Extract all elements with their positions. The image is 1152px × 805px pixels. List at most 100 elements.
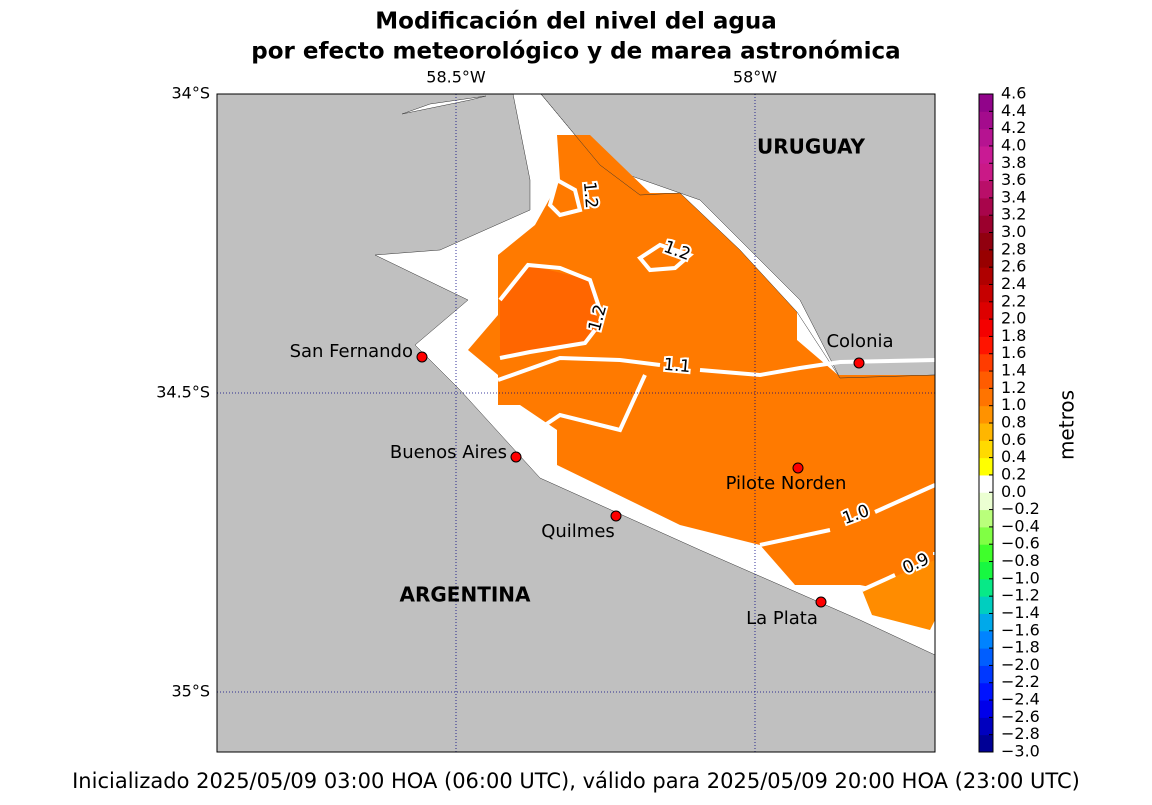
colorbar-segment	[979, 526, 993, 545]
colorbar-tick-label: 3.4	[1001, 187, 1026, 206]
map-axes: 58.5°W 58°W 34°S 34.5°S 35°S	[156, 68, 777, 701]
place-markers	[416, 351, 865, 608]
colorbar-segment	[979, 163, 993, 182]
colorbar-segment	[979, 405, 993, 424]
colorbar-tick-label: 3.8	[1001, 153, 1026, 172]
colorbar-tick-label: −3.0	[1001, 742, 1040, 761]
colorbar-segment	[979, 492, 993, 511]
colorbar-tick-label: 2.0	[1001, 309, 1026, 328]
place-label: La Plata	[746, 608, 818, 629]
colorbar-segment	[979, 145, 993, 164]
country-label: ARGENTINA	[400, 583, 532, 607]
colorbar-segment	[979, 717, 993, 736]
place-marker	[815, 596, 827, 608]
footer: Inicializado 2025/05/09 03:00 HOA (06:00…	[72, 769, 1080, 793]
water	[401, 95, 487, 115]
colorbar-segment	[979, 682, 993, 701]
colorbar-tick-label: 1.2	[1001, 378, 1026, 397]
colorbar-tick-label: −2.0	[1001, 655, 1040, 674]
colorbar-tick-label: 2.2	[1001, 291, 1026, 310]
colorbar-segment	[979, 249, 993, 268]
colorbar-segment	[979, 232, 993, 251]
contours	[497, 177, 935, 592]
colorbar-tick-label: 0.0	[1001, 482, 1026, 501]
place-label: Buenos Aires	[390, 442, 507, 463]
map-frame	[216, 93, 936, 753]
title-line: Modificación del nivel del agua	[375, 9, 776, 35]
place-label: Pilote Norden	[726, 473, 847, 494]
colorbar-segment	[979, 665, 993, 684]
colorbar-segment	[979, 509, 993, 528]
lon-tick-label: 58.5°W	[426, 68, 486, 87]
colorbar-tick-label: 2.6	[1001, 257, 1026, 276]
colorbar-tick-label: 1.8	[1001, 326, 1026, 345]
colorbar-segment	[979, 267, 993, 285]
colorbar-segment	[979, 336, 993, 355]
place-label: Colonia	[826, 331, 893, 352]
colorbar-segment	[979, 423, 993, 441]
colorbar-tick-label: −2.6	[1001, 707, 1040, 726]
colorbar-segment	[979, 353, 993, 372]
colorbar-segment	[979, 613, 993, 632]
colorbar-segment	[979, 388, 993, 407]
colorbar-segment	[979, 700, 993, 718]
lat-tick-label: 35°S	[171, 682, 210, 701]
colorbar-tick-label: −0.2	[1001, 499, 1040, 518]
contour-label: 1.2	[579, 181, 601, 210]
lat-tick-label: 34°S	[171, 84, 210, 103]
colorbar-tick-label: −1.2	[1001, 586, 1040, 605]
colorbar-segment	[979, 648, 993, 666]
colorbar-label: metros	[1055, 390, 1079, 460]
place-marker	[416, 351, 428, 363]
colorbar-frame	[978, 93, 994, 753]
colorbar-tick-label: −1.8	[1001, 638, 1040, 657]
colorbar-segment	[979, 630, 993, 649]
place-label: Quilmes	[541, 521, 615, 542]
colorbar-tick-label: 2.4	[1001, 274, 1026, 293]
map-area: 1.2 1.2 1.2 1.1 1.0 0.9 URUGUAY ARGENTIN…	[217, 94, 935, 752]
colorbar-segment	[979, 284, 993, 303]
coastline	[540, 94, 935, 379]
colorbar-tick-label: −0.6	[1001, 534, 1040, 553]
colorbar-tick-label: 1.6	[1001, 343, 1026, 362]
colorbar-tick-label: 1.4	[1001, 361, 1026, 380]
colorbar-segment	[979, 561, 993, 580]
colorbar-tick-label: 0.8	[1001, 413, 1026, 432]
colorbar-tick-label: −2.4	[1001, 690, 1040, 709]
colorbar-tick-label: 4.6	[1001, 84, 1026, 103]
lat-tick-label: 34.5°S	[156, 383, 210, 402]
colorbar-segment	[979, 215, 993, 234]
colorbar-segment	[979, 319, 993, 337]
colorbar: −3.0−2.8−2.6−2.4−2.2−2.0−1.8−1.6−1.4−1.2…	[979, 84, 1040, 761]
colorbar-segment	[979, 578, 993, 597]
colorbar-segment	[979, 371, 993, 389]
colorbar-tick-label: 4.2	[1001, 118, 1026, 137]
colorbar-segment	[979, 94, 993, 112]
lon-tick-label: 58°W	[733, 68, 777, 87]
colorbar-tick-label: 3.0	[1001, 222, 1026, 241]
water-level-area	[862, 560, 935, 630]
colorbar-segment	[979, 180, 993, 199]
colorbar-tick-label: 0.4	[1001, 447, 1026, 466]
colorbar-tick-label: −1.6	[1001, 620, 1040, 639]
country-label: URUGUAY	[757, 135, 865, 159]
colorbar-tick-label: −1.0	[1001, 568, 1040, 587]
colorbar-tick-label: −0.4	[1001, 516, 1040, 535]
colorbar-segment	[979, 457, 993, 476]
contour-label: 1.1	[663, 355, 692, 377]
colorbar-segment	[979, 128, 993, 147]
colorbar-tick-label: −2.8	[1001, 724, 1040, 743]
colorbar-tick-label: 0.6	[1001, 430, 1026, 449]
colorbar-tick-label: 3.6	[1001, 170, 1026, 189]
place-marker	[510, 451, 522, 463]
colorbar-segment	[979, 596, 993, 614]
place-marker	[792, 462, 804, 474]
colorbar-segment	[979, 197, 993, 216]
place-marker	[610, 510, 622, 522]
colorbar-segment	[979, 544, 993, 563]
colorbar-segment	[979, 111, 993, 130]
colorbar-tick-label: −2.2	[1001, 672, 1040, 691]
colorbar-segment	[979, 440, 993, 459]
colorbar-tick-label: 4.4	[1001, 101, 1026, 120]
title-line: por efecto meteorológico y de marea astr…	[251, 39, 900, 65]
